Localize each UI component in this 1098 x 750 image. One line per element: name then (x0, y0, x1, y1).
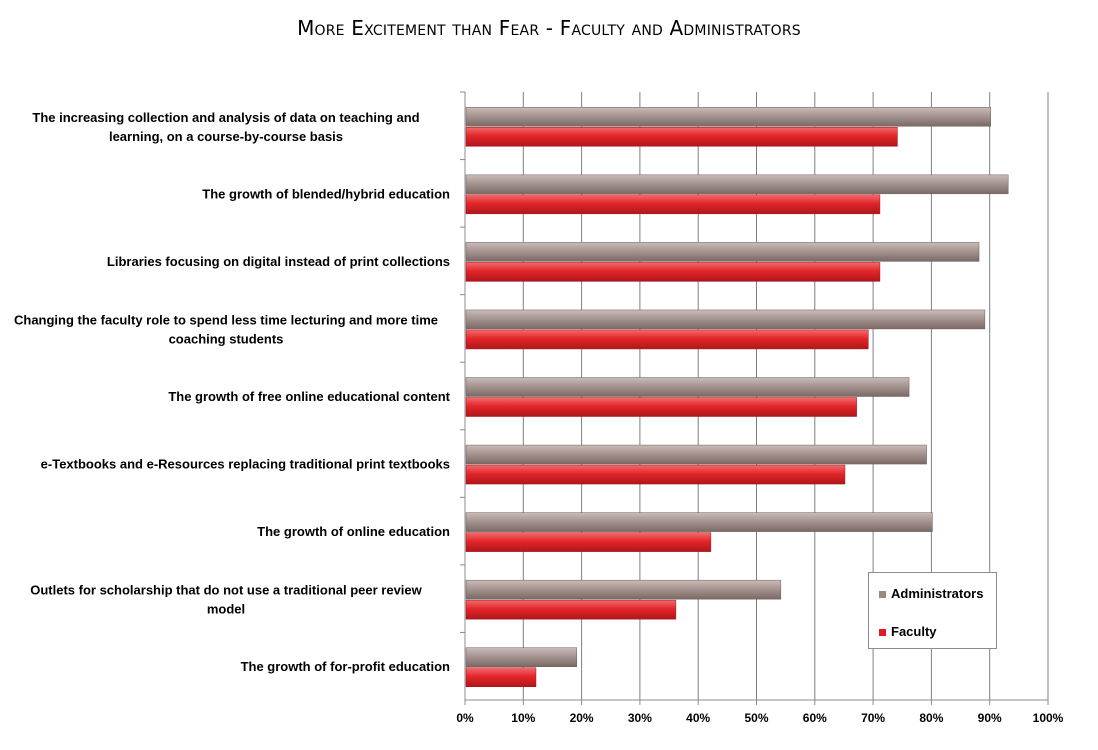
legend-swatch-administrators (879, 591, 886, 599)
category-label: e-Textbooks and e-Resources replacing tr… (41, 457, 450, 472)
x-tick-label: 90% (978, 711, 1002, 725)
bar-faculty (465, 194, 881, 215)
bar-faculty (465, 532, 712, 552)
bar-administrators (465, 242, 980, 262)
category-label: Changing the faculty role to spend less … (14, 312, 438, 346)
legend-label-administrators: Administrators (891, 586, 984, 601)
bar-faculty (465, 667, 537, 687)
category-label: Libraries focusing on digital instead of… (107, 254, 450, 269)
bar-administrators (465, 579, 782, 600)
category-label: The growth of for-profit education (241, 659, 450, 674)
category-label: The growth of online education (257, 524, 450, 539)
x-tick-label: 100% (1033, 711, 1064, 725)
bar-administrators (465, 309, 986, 330)
category-label: The growth of free online educational co… (168, 389, 450, 404)
legend-item-faculty: Faculty (879, 624, 937, 639)
bar-administrators (465, 647, 578, 667)
category-label: Outlets for scholarship that do not use … (30, 583, 422, 617)
x-tick-label: 60% (803, 711, 827, 725)
legend-swatch-faculty (879, 629, 886, 637)
x-tick-label: 10% (511, 711, 535, 725)
legend-label-faculty: Faculty (891, 624, 937, 639)
bar-faculty (465, 464, 846, 485)
bar-faculty (465, 397, 857, 417)
bar-administrators (465, 444, 927, 465)
chart-legend: Administrators Faculty (868, 572, 997, 649)
legend-item-administrators: Administrators (879, 586, 983, 601)
bar-administrators (465, 107, 991, 127)
category-label: The growth of blended/hybrid education (202, 186, 450, 201)
bar-faculty (465, 599, 677, 620)
bar-administrators (465, 512, 933, 532)
x-tick-label: 0% (456, 711, 474, 725)
bar-administrators (465, 377, 910, 397)
bar-faculty (465, 262, 881, 282)
bar-faculty (465, 127, 898, 147)
x-tick-label: 70% (861, 711, 885, 725)
bar-faculty (465, 329, 869, 350)
x-tick-label: 80% (919, 711, 943, 725)
x-tick-label: 50% (744, 711, 768, 725)
category-label: The increasing collection and analysis o… (32, 110, 419, 144)
x-tick-label: 20% (570, 711, 594, 725)
x-tick-label: 30% (628, 711, 652, 725)
x-tick-label: 40% (686, 711, 710, 725)
bar-administrators (465, 174, 1009, 195)
chart-title: More Excitement than Fear - Faculty and … (297, 16, 801, 40)
